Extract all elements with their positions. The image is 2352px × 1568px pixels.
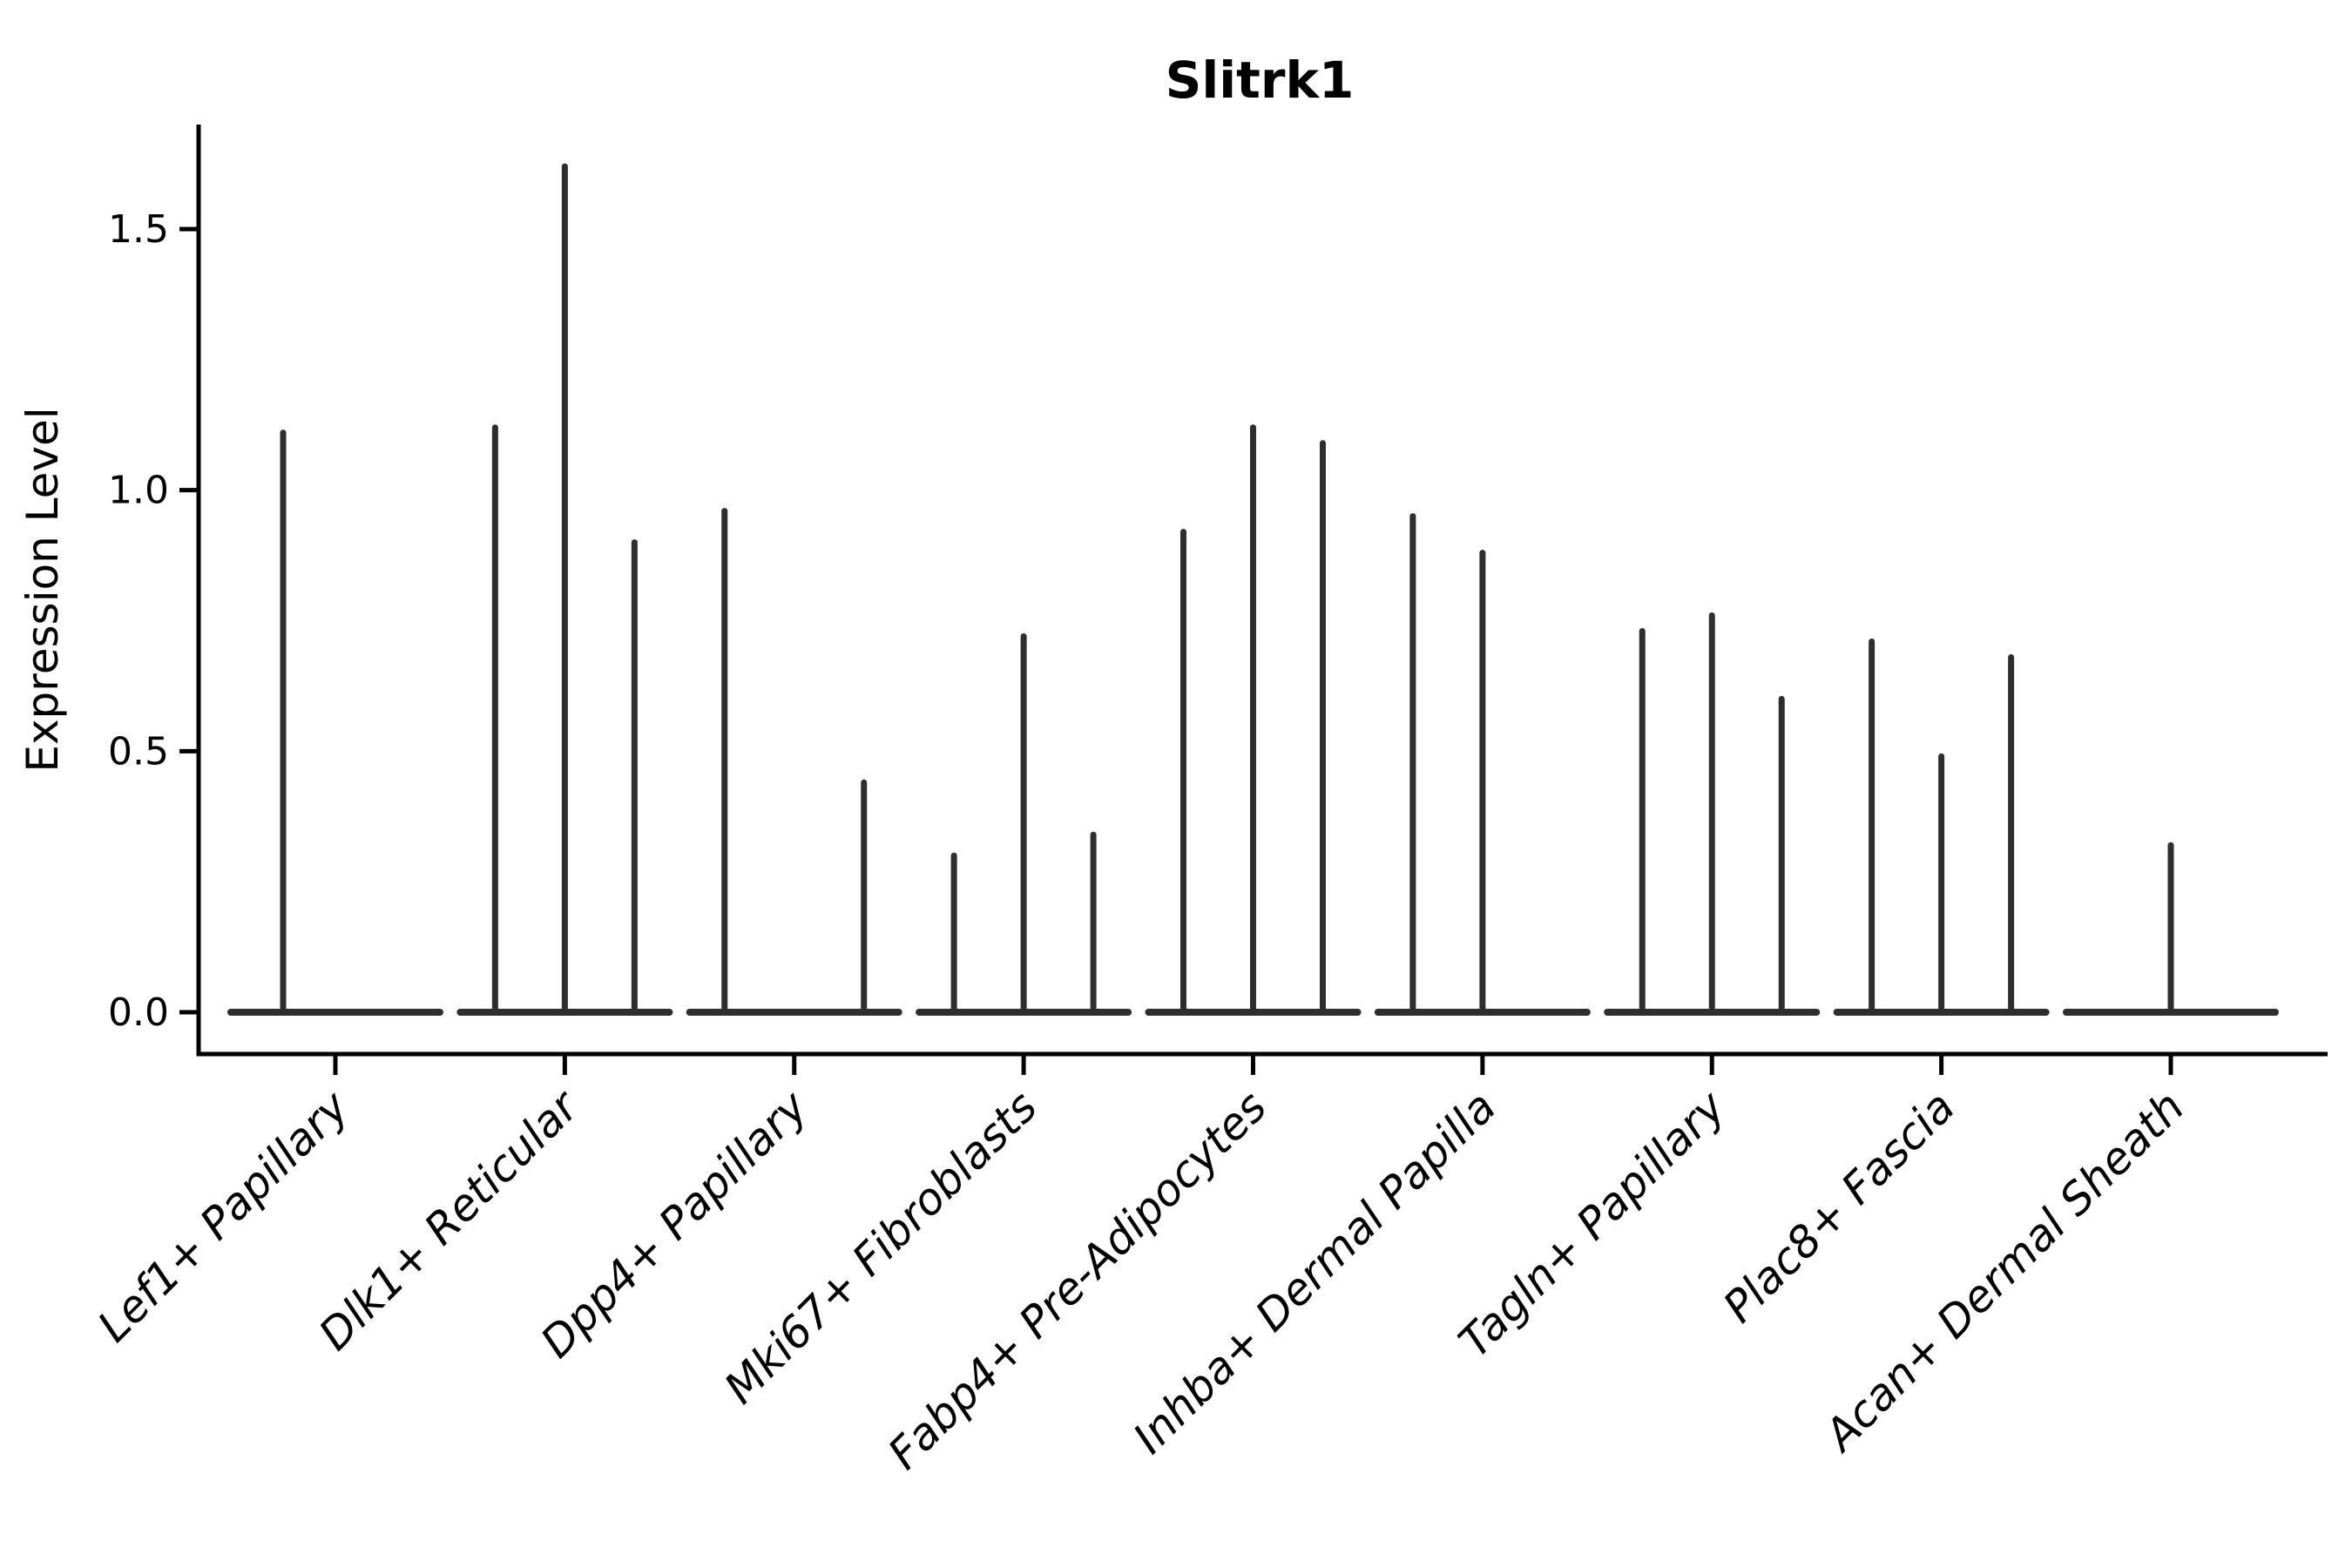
y-tick-label: 1.0 [108,469,169,513]
x-tick-label: Inhba+ Dermal Papilla [1124,1081,1505,1463]
x-tick-label: Fabp4+ Pre-Adipocytes [878,1081,1276,1479]
x-tick-label: Acan+ Dermal Sheath [1814,1081,2194,1462]
y-tick-label: 0.0 [108,990,169,1035]
y-tick-label: 0.5 [108,729,169,774]
x-tick-label: Plac8+ Fascia [1713,1081,1964,1332]
chart-title: Slitrk1 [1166,51,1355,110]
y-axis-label: Expression Level [17,407,68,772]
y-tick-label: 1.5 [108,207,169,252]
x-tick-label: Lef1+ Papillary [88,1080,359,1351]
